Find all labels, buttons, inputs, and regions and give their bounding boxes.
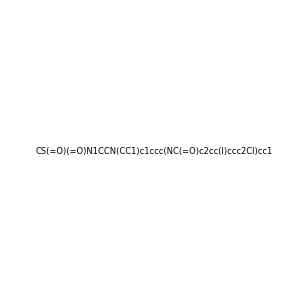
Text: CS(=O)(=O)N1CCN(CC1)c1ccc(NC(=O)c2cc(I)ccc2Cl)cc1: CS(=O)(=O)N1CCN(CC1)c1ccc(NC(=O)c2cc(I)c… xyxy=(35,147,272,156)
